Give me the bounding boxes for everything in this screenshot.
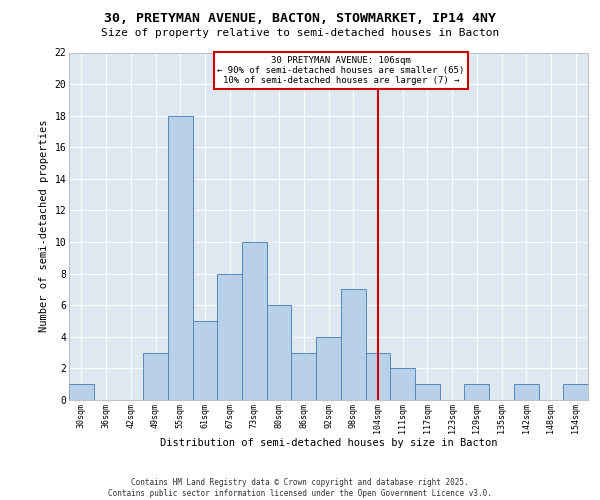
- Bar: [143, 352, 168, 400]
- Bar: [242, 242, 267, 400]
- Text: 30, PRETYMAN AVENUE, BACTON, STOWMARKET, IP14 4NY: 30, PRETYMAN AVENUE, BACTON, STOWMARKET,…: [104, 12, 496, 26]
- Bar: [563, 384, 588, 400]
- Bar: [193, 321, 217, 400]
- Bar: [217, 274, 242, 400]
- Bar: [267, 305, 292, 400]
- Bar: [390, 368, 415, 400]
- Text: Contains HM Land Registry data © Crown copyright and database right 2025.
Contai: Contains HM Land Registry data © Crown c…: [108, 478, 492, 498]
- X-axis label: Distribution of semi-detached houses by size in Bacton: Distribution of semi-detached houses by …: [160, 438, 497, 448]
- Bar: [415, 384, 440, 400]
- Bar: [168, 116, 193, 400]
- Bar: [341, 290, 365, 400]
- Bar: [514, 384, 539, 400]
- Y-axis label: Number of semi-detached properties: Number of semi-detached properties: [39, 120, 49, 332]
- Bar: [292, 352, 316, 400]
- Text: Size of property relative to semi-detached houses in Bacton: Size of property relative to semi-detach…: [101, 28, 499, 38]
- Bar: [69, 384, 94, 400]
- Text: 30 PRETYMAN AVENUE: 106sqm
← 90% of semi-detached houses are smaller (65)
10% of: 30 PRETYMAN AVENUE: 106sqm ← 90% of semi…: [217, 56, 464, 86]
- Bar: [464, 384, 489, 400]
- Bar: [316, 337, 341, 400]
- Bar: [365, 352, 390, 400]
